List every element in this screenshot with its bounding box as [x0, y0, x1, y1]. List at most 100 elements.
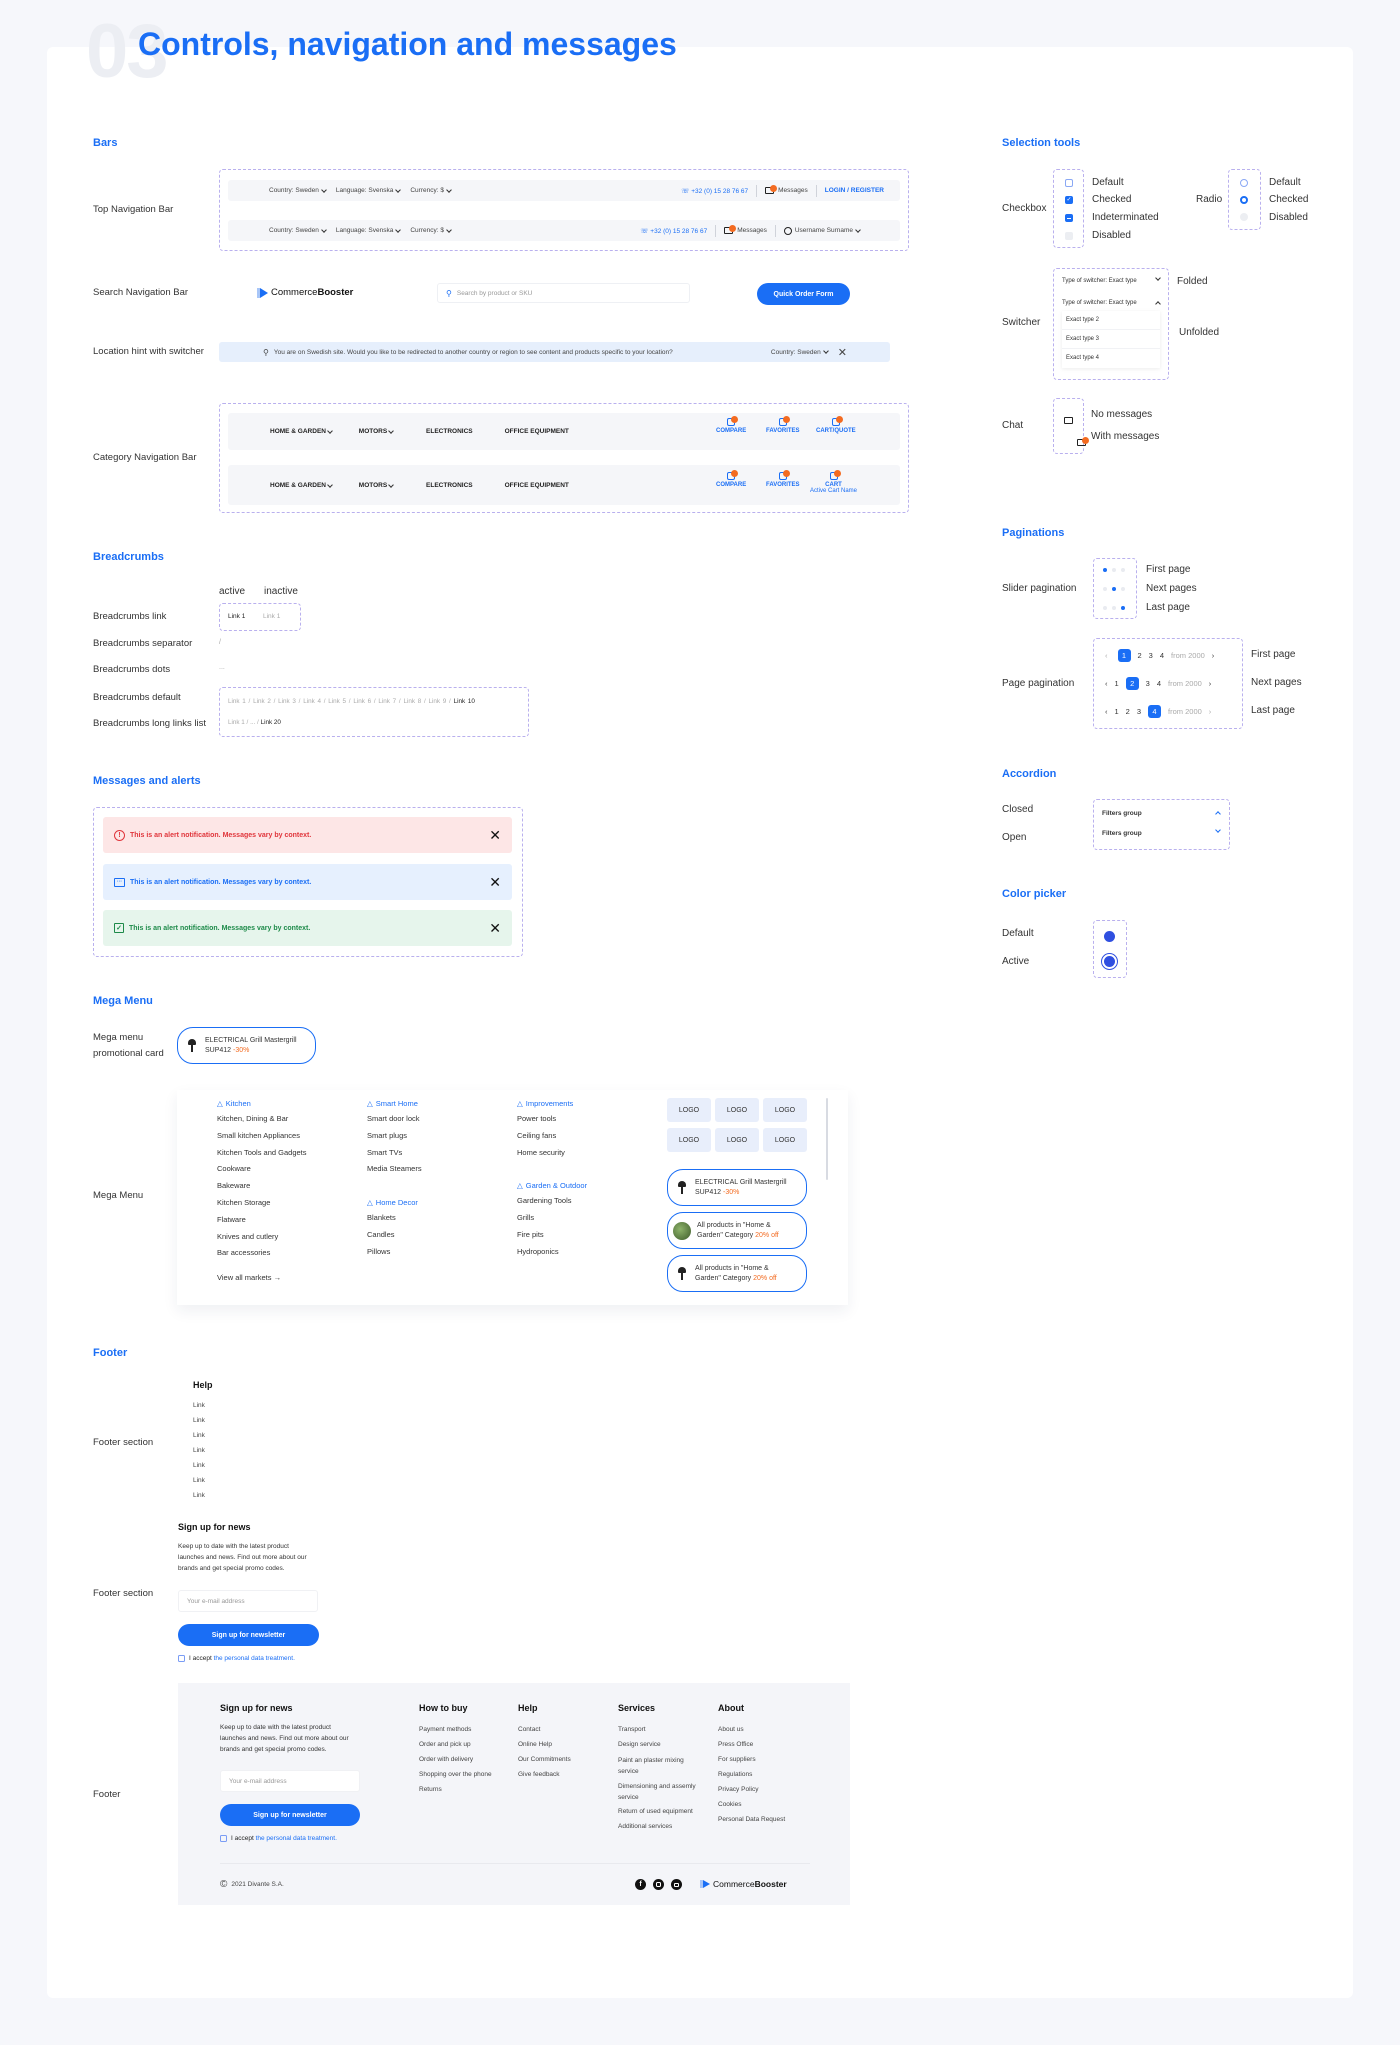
slider-dot[interactable]: [1121, 587, 1125, 591]
switcher-option[interactable]: Exact type 3: [1062, 330, 1160, 349]
close-icon[interactable]: ✕: [489, 919, 501, 936]
footer-link[interactable]: Link: [193, 1417, 205, 1424]
phone-link[interactable]: ☏ +32 (0) 15 28 76 67: [681, 187, 749, 195]
footer-link[interactable]: Design service: [618, 1741, 661, 1748]
footer-link[interactable]: Dimensioning and assemly service: [618, 1783, 696, 1801]
messages-link[interactable]: Messages: [765, 185, 808, 194]
footer-link[interactable]: Link: [193, 1432, 205, 1439]
close-icon[interactable]: ✕: [489, 826, 501, 843]
checkbox-default[interactable]: [1065, 179, 1073, 187]
footer-link[interactable]: Personal Data Request: [718, 1816, 786, 1823]
category-office-equipment[interactable]: OFFICE EQUIPMENT: [504, 428, 569, 435]
footer-link[interactable]: Paint an plaster mixing service: [618, 1757, 684, 1775]
favorites-link[interactable]: FAVORITES: [766, 470, 800, 488]
mega-link[interactable]: Kitchen Storage: [217, 1197, 271, 1207]
category-motors[interactable]: MOTORS: [359, 482, 394, 489]
page-number[interactable]: 2: [1137, 651, 1142, 660]
slider-dot[interactable]: [1121, 568, 1125, 572]
breadcrumb-item[interactable]: Link 6: [353, 698, 372, 705]
mega-link[interactable]: Gardening Tools: [517, 1196, 572, 1206]
brand-logo-tile[interactable]: LOGO: [763, 1128, 807, 1152]
compare-link[interactable]: COMPARE: [716, 470, 746, 488]
footer-link[interactable]: Link: [193, 1477, 205, 1484]
breadcrumb-item[interactable]: Link 3: [278, 698, 296, 705]
breadcrumb-dots[interactable]: ...: [250, 719, 256, 726]
page-number[interactable]: 3: [1136, 707, 1142, 716]
mega-column-heading[interactable]: △ Home Decor: [367, 1197, 418, 1207]
footer-newsletter-button[interactable]: Sign up for newsletter: [220, 1804, 360, 1826]
footer-link[interactable]: About us: [718, 1726, 744, 1733]
color-swatch-active[interactable]: [1102, 954, 1117, 969]
accordion-item-closed[interactable]: Filters group: [1102, 810, 1221, 817]
slider-dot[interactable]: [1112, 568, 1116, 572]
close-icon[interactable]: ✕: [837, 346, 847, 359]
mega-link[interactable]: Smart door lock: [367, 1114, 420, 1123]
breadcrumb-item[interactable]: Link 2: [253, 698, 271, 705]
footer-link[interactable]: Contact: [518, 1726, 541, 1733]
country-select[interactable]: Country: Sweden: [269, 226, 327, 234]
cart-link[interactable]: CART Active Cart Name: [810, 470, 857, 494]
page-number[interactable]: 4: [1156, 679, 1162, 688]
login-register-link[interactable]: LOGIN / REGISTER: [824, 187, 884, 194]
favorites-link[interactable]: FAVORITES: [766, 416, 800, 434]
chat-envelope-icon[interactable]: [1077, 437, 1090, 446]
mega-link[interactable]: Grills: [517, 1213, 535, 1223]
page-number[interactable]: 3: [1148, 651, 1153, 660]
footer-link[interactable]: Privacy Policy: [718, 1786, 759, 1793]
switcher-folded[interactable]: Type of switcher: Exact type: [1062, 275, 1161, 284]
footer-link[interactable]: Link: [193, 1462, 205, 1469]
mega-link[interactable]: Bakeware: [217, 1181, 251, 1191]
mega-link[interactable]: Cookware: [217, 1164, 251, 1174]
mega-link[interactable]: Knives and cutlery: [217, 1231, 279, 1241]
switcher-unfolded[interactable]: Type of switcher: Exact type: [1062, 300, 1161, 307]
brand-logo-tile[interactable]: LOGO: [715, 1098, 759, 1122]
breadcrumb-item[interactable]: Link 7: [378, 698, 397, 705]
slider-dot[interactable]: [1112, 606, 1116, 610]
user-menu[interactable]: Username Surname: [783, 226, 861, 235]
category-motors[interactable]: MOTORS: [359, 428, 394, 435]
youtube-icon[interactable]: [671, 1879, 682, 1890]
mega-column-heading[interactable]: △ Garden & Outdoor: [517, 1180, 588, 1190]
breadcrumb-link-active[interactable]: Link 1: [228, 613, 246, 620]
footer-link[interactable]: Cookies: [718, 1801, 742, 1808]
newsletter-button[interactable]: Sign up for newsletter: [178, 1624, 319, 1646]
footer-link[interactable]: Shopping over the phone: [419, 1771, 492, 1778]
switcher-option[interactable]: Exact type 4: [1066, 355, 1100, 361]
promo-card[interactable]: All products in "Home & Garden" Category …: [667, 1212, 807, 1249]
footer-link[interactable]: Order and pick up: [419, 1741, 471, 1748]
page-number-active[interactable]: 4: [1148, 705, 1162, 718]
footer-link[interactable]: Online Help: [518, 1741, 552, 1748]
footer-brand-logo[interactable]: Commerce Booster: [703, 1879, 787, 1889]
radio-checked[interactable]: [1240, 196, 1248, 204]
footer-link[interactable]: Return of used equipment: [618, 1808, 693, 1815]
category-office-equipment[interactable]: OFFICE EQUIPMENT: [504, 481, 569, 489]
mega-link[interactable]: Candles: [367, 1229, 395, 1239]
page-number[interactable]: 4: [1159, 651, 1165, 660]
mega-link[interactable]: Flatware: [217, 1214, 246, 1224]
accept-checkbox[interactable]: [178, 1655, 185, 1662]
page-number[interactable]: 2: [1125, 707, 1130, 716]
chat-envelope-icon[interactable]: [1064, 417, 1073, 424]
phone-link[interactable]: ☏ +32 (0) 15 28 76 67: [640, 227, 708, 235]
footer-link[interactable]: Regulations: [718, 1771, 753, 1778]
radio-default[interactable]: [1240, 179, 1248, 187]
page-number[interactable]: 1: [1114, 707, 1119, 716]
page-number[interactable]: 3: [1145, 679, 1150, 688]
quick-order-button[interactable]: Quick Order Form: [757, 283, 850, 305]
mega-link[interactable]: Pillows: [367, 1246, 391, 1256]
mega-column-heading[interactable]: △ Kitchen: [217, 1098, 251, 1108]
category-home-garden[interactable]: HOME & GARDEN: [270, 482, 333, 489]
compare-link[interactable]: COMPARE: [716, 416, 746, 434]
checkbox-checked[interactable]: ✓: [1065, 196, 1073, 204]
brand-logo[interactable]: Commerce Booster: [260, 287, 353, 298]
slider-dot-active[interactable]: [1112, 587, 1116, 591]
close-icon[interactable]: ✕: [489, 873, 501, 890]
mega-link[interactable]: Blankets: [367, 1213, 396, 1223]
prev-page-icon[interactable]: ‹: [1105, 679, 1108, 688]
footer-email-field[interactable]: Your e-mail address: [220, 1770, 360, 1792]
footer-link[interactable]: Give feedback: [518, 1771, 560, 1778]
category-electronics[interactable]: ELECTRONICS: [426, 428, 473, 435]
language-select[interactable]: Language: Svenska: [336, 186, 402, 194]
next-page-icon[interactable]: ›: [1211, 651, 1215, 660]
breadcrumb-item[interactable]: Link 8: [403, 698, 422, 705]
